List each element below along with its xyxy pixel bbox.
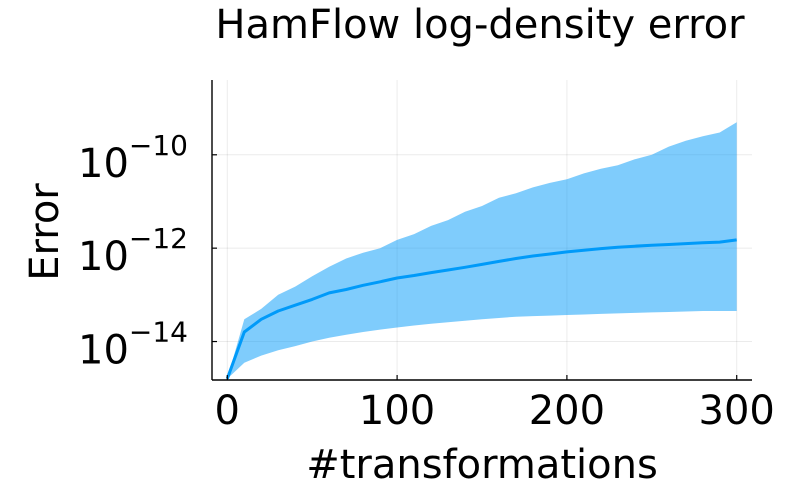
error-band-area (227, 122, 737, 379)
y-tick-exponent: −12 (129, 222, 188, 255)
x-axis-label: #transformations (306, 442, 658, 488)
y-tick-exponent: −14 (129, 316, 188, 349)
y-tick-exponent: −10 (129, 129, 188, 162)
y-tick-label: 10−10 (78, 129, 188, 187)
y-tick-label: 10−14 (78, 316, 188, 374)
error-band (227, 122, 737, 379)
x-tick-label: 100 (359, 388, 435, 434)
x-tick-label: 200 (529, 388, 605, 434)
x-tick-label: 0 (215, 388, 240, 434)
mean-error-series (225, 238, 737, 380)
chart-title: HamFlow log-density error (215, 2, 745, 48)
x-tick-label: 300 (699, 388, 775, 434)
y-ticks: 10−14 10−12 10−10 (78, 129, 217, 374)
mean-error-line (225, 238, 737, 380)
y-axis-label: Error (22, 183, 68, 281)
x-ticks: 0 100 200 300 (215, 375, 775, 434)
y-tick-label: 10−12 (78, 222, 188, 280)
